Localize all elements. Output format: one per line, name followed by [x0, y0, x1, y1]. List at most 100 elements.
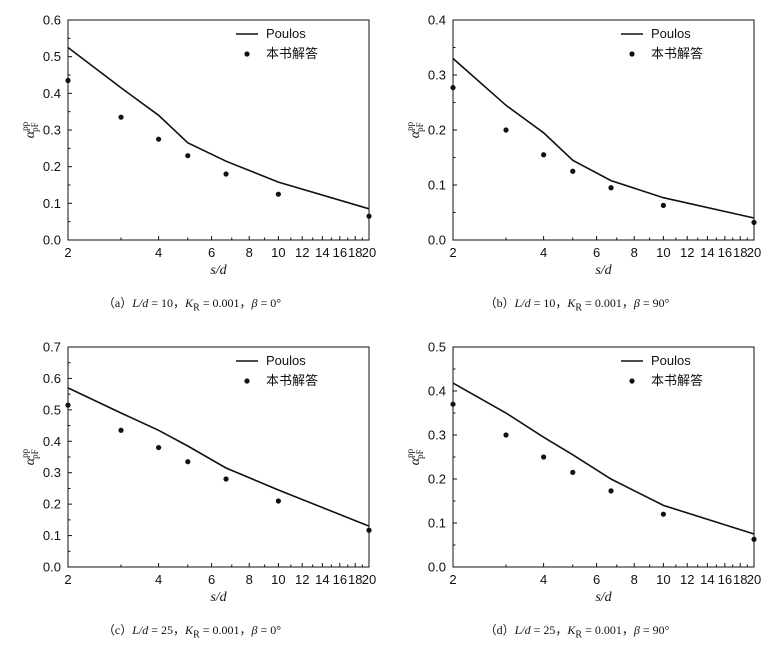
x-axis-label: s/d — [595, 263, 612, 278]
x-tick-label: 20 — [362, 245, 376, 260]
y-tick-label: 0.2 — [43, 497, 61, 512]
legend-point-swatch — [629, 378, 635, 384]
legend-point-swatch — [629, 51, 635, 57]
caption-ld-label: L/d — [132, 623, 149, 637]
x-tick-label: 12 — [295, 245, 309, 260]
caption-beta-label: β — [633, 623, 640, 637]
caption-prefix: （a） — [102, 296, 133, 310]
y-tick-label: 0.3 — [428, 428, 446, 443]
x-tick-label: 14 — [315, 245, 329, 260]
plot-frame — [67, 19, 370, 241]
caption-ld-value: = 10， — [148, 296, 186, 310]
y-axis-label-sub: pF — [415, 122, 425, 132]
x-tick-label: 8 — [631, 245, 638, 260]
plot-frame — [452, 346, 755, 568]
caption-kr-value: = 0.001， — [582, 296, 634, 310]
data-point — [503, 432, 509, 438]
legend-label-poulos: Poulos — [266, 353, 306, 368]
y-axis-label: αpppF — [20, 448, 40, 465]
y-tick-label: 0.7 — [43, 340, 61, 355]
caption-kr-sub: R — [193, 302, 200, 314]
y-tick-label: 0.4 — [43, 434, 61, 449]
x-tick-label: 4 — [155, 245, 162, 260]
x-tick-label: 16 — [333, 572, 347, 587]
series-line-poulos — [452, 382, 755, 535]
y-tick-label: 0.3 — [43, 123, 61, 138]
data-point — [608, 488, 614, 494]
y-tick-label: 0.2 — [428, 123, 446, 138]
x-axis-label: s/d — [210, 590, 227, 605]
y-tick-label: 0.2 — [43, 159, 61, 174]
plot-frame — [67, 346, 370, 568]
caption-beta-value: = 90° — [639, 623, 670, 637]
data-point — [751, 536, 757, 542]
x-tick-label: 12 — [680, 245, 694, 260]
legend-point-swatch — [244, 378, 250, 384]
data-point — [450, 401, 456, 407]
caption-kr-label: K — [567, 623, 576, 637]
y-axis-label-base: α — [23, 130, 38, 138]
legend-label-solution: 本书解答 — [651, 46, 703, 61]
data-point — [570, 469, 576, 475]
x-tick-label: 2 — [449, 572, 456, 587]
y-axis-label-base: α — [23, 457, 38, 465]
chart-d: 0.0 0.1 0.2 0.3 0.4 0.5 2 4 6 8 10 12 14 16 18 20 s/d αpp… — [405, 340, 761, 606]
caption-ld-value: = 25， — [148, 623, 186, 637]
caption-kr-value: = 0.001， — [199, 623, 252, 637]
x-tick-label: 4 — [155, 572, 162, 587]
x-tick-label: 6 — [208, 572, 215, 587]
x-tick-label: 18 — [348, 245, 362, 260]
chart-panel-b: 0.0 0.1 0.2 0.3 0.4 2 4 6 8 10 12 14 16 18 20 s/d αpppF P… — [385, 0, 769, 327]
x-tick-label: 18 — [733, 245, 747, 260]
data-point — [156, 444, 162, 451]
x-tick-label: 4 — [540, 572, 547, 587]
legend-label-poulos: Poulos — [651, 353, 691, 368]
x-tick-label: 2 — [64, 245, 71, 260]
data-point — [185, 459, 191, 465]
data-point — [503, 127, 509, 133]
chart-b: 0.0 0.1 0.2 0.3 0.4 2 4 6 8 10 12 14 16 18 20 s/d αpppF P… — [405, 13, 761, 279]
caption-beta-label: β — [633, 296, 640, 310]
y-tick-label: 0.3 — [43, 465, 61, 480]
caption-kr-label: K — [185, 296, 194, 310]
caption-kr-label: K — [567, 296, 576, 310]
y-axis-label: αpppF — [405, 448, 425, 465]
legend-label-solution: 本书解答 — [266, 46, 318, 61]
data-point — [223, 171, 229, 177]
caption-beta-value: = 90° — [639, 296, 670, 310]
legend-label-poulos: Poulos — [266, 26, 306, 41]
data-point — [541, 454, 547, 460]
x-tick-label: 16 — [333, 245, 347, 260]
caption-kr-sub: R — [575, 629, 583, 641]
y-axis-label: αpppF — [405, 121, 425, 138]
x-tick-label: 16 — [718, 245, 732, 260]
data-point — [65, 77, 71, 84]
caption-d: （d）L/d = 25，KR = 0.001，β = 90° — [385, 621, 769, 640]
plot-frame — [452, 19, 755, 241]
y-tick-label: 0.1 — [428, 516, 446, 531]
chart-panel-a: 0.0 0.1 0.2 0.3 0.4 0.5 0.6 2 4 6 8 10 12 14 16 18 20 s/d… — [0, 0, 384, 327]
y-axis-label: αpppF — [20, 121, 40, 138]
x-tick-label: 18 — [733, 572, 747, 587]
x-tick-label: 20 — [747, 245, 761, 260]
x-axis-label: s/d — [595, 590, 612, 605]
y-tick-label: 0.0 — [43, 560, 61, 575]
x-tick-label: 14 — [700, 245, 714, 260]
y-axis-label-sub: pF — [30, 122, 40, 132]
caption-ld-value: = 10， — [530, 296, 568, 310]
x-tick-label: 18 — [348, 572, 362, 587]
caption-prefix: （d） — [484, 623, 515, 637]
x-tick-label: 10 — [271, 245, 285, 260]
y-tick-label: 0.4 — [428, 13, 446, 28]
chart-a: 0.0 0.1 0.2 0.3 0.4 0.5 0.6 2 4 6 8 10 12 14 16 18 20 s/d… — [20, 13, 376, 279]
y-tick-label: 0.2 — [428, 472, 446, 487]
caption-ld-label: L/d — [514, 296, 531, 310]
caption-beta-label: β — [251, 623, 258, 637]
data-point — [118, 427, 124, 433]
y-tick-label: 0.1 — [43, 528, 61, 543]
caption-ld-label: L/d — [514, 623, 531, 637]
y-tick-label: 0.1 — [43, 196, 61, 211]
caption-ld-label: L/d — [132, 296, 149, 310]
x-tick-label: 14 — [700, 572, 714, 587]
y-axis-label-sub: pF — [415, 449, 425, 459]
